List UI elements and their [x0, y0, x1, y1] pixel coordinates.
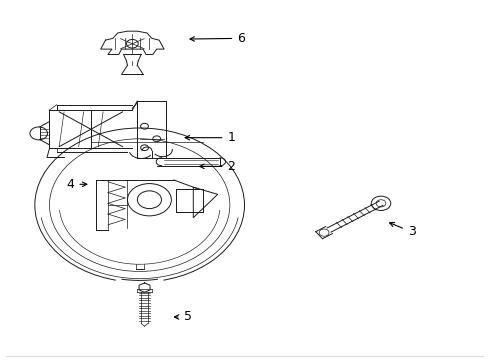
- Text: 3: 3: [389, 222, 415, 238]
- Text: 2: 2: [200, 160, 235, 173]
- Text: 1: 1: [185, 131, 235, 144]
- Text: 6: 6: [190, 32, 244, 45]
- Text: 4: 4: [66, 178, 87, 191]
- Text: 5: 5: [174, 310, 191, 324]
